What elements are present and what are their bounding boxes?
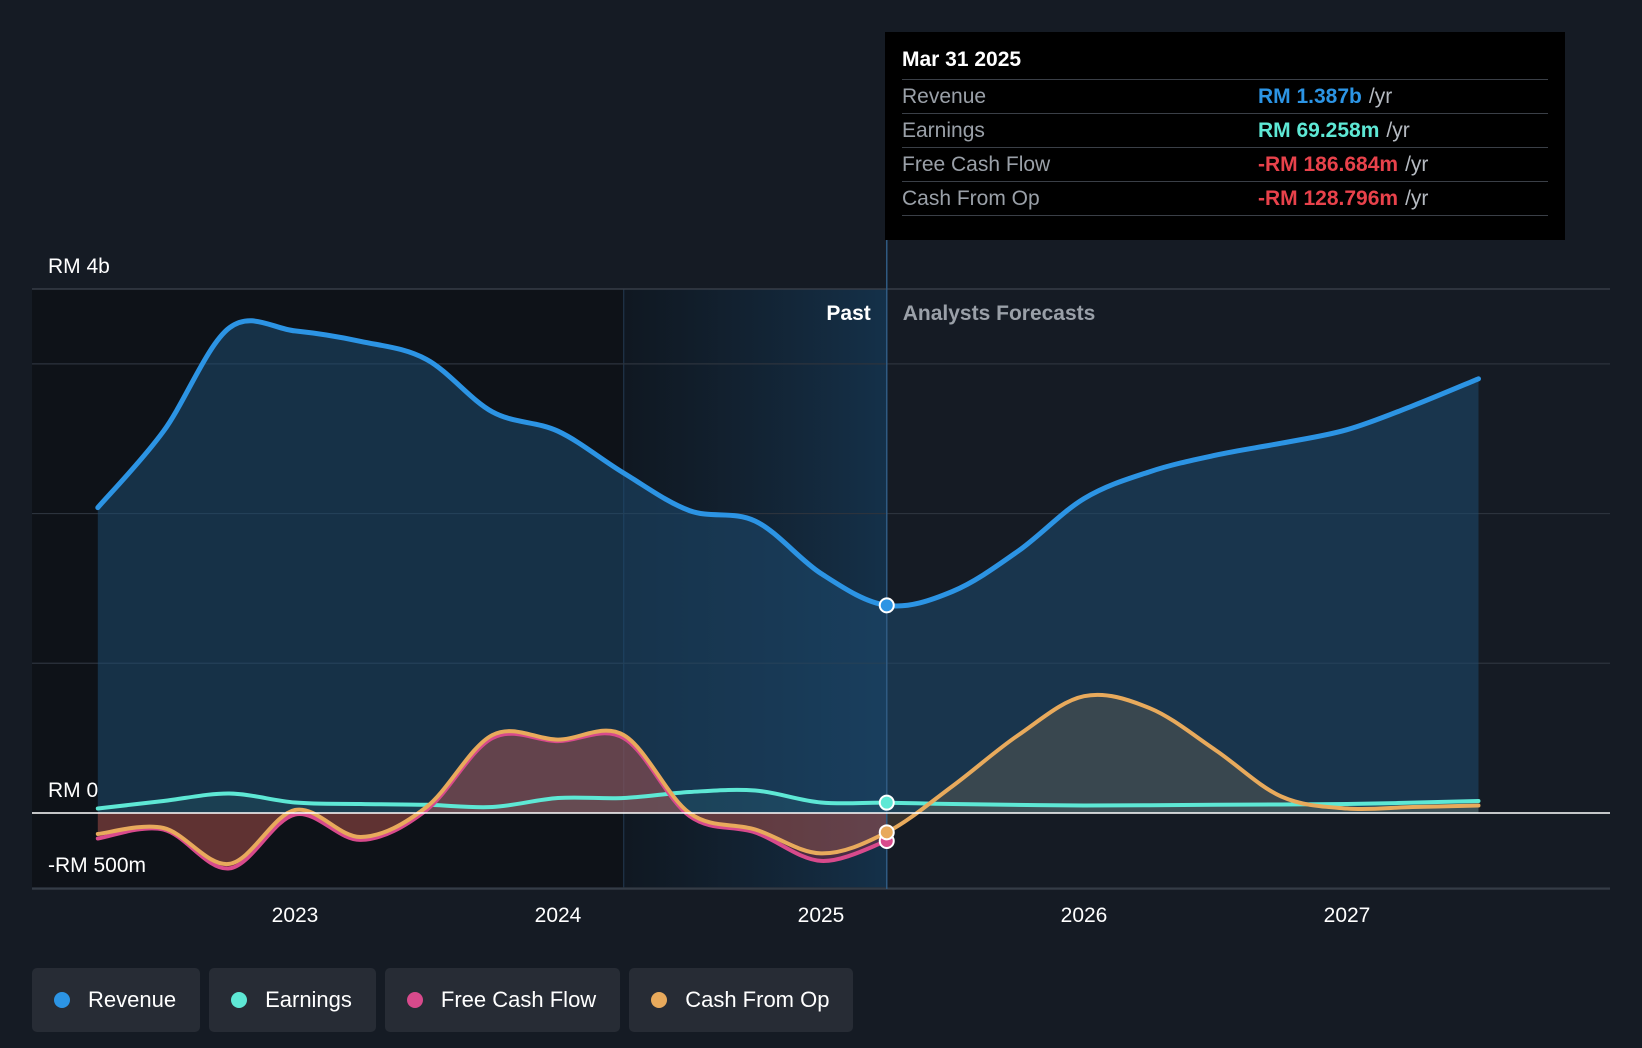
x-tick-label: 2027 xyxy=(1324,904,1371,927)
tooltip-row-earnings: Earnings RM 69.258m /yr xyxy=(902,113,1548,147)
tooltip-unit: /yr xyxy=(1386,119,1410,142)
legend-label: Cash From Op xyxy=(685,987,830,1012)
revenue-marker xyxy=(878,597,895,614)
legend-item-cash-from-op[interactable]: Cash From Op xyxy=(629,968,854,1032)
legend-dot-icon xyxy=(231,992,248,1008)
cash-from-op-line xyxy=(95,692,1481,866)
legend: Revenue Earnings Free Cash Flow Cash Fro… xyxy=(32,968,854,1032)
legend-label: Revenue xyxy=(88,987,177,1012)
tooltip-unit: /yr xyxy=(1405,153,1429,176)
tooltip: Mar 31 2025 Revenue RM 1.387b /yr Earnin… xyxy=(885,32,1565,240)
free-cash-flow-line xyxy=(95,731,889,871)
tooltip-date: Mar 31 2025 xyxy=(902,48,1022,71)
revenue-line xyxy=(95,318,1481,609)
x-tick-label: 2023 xyxy=(272,904,319,927)
free-cash-flow-area xyxy=(97,733,887,869)
tooltip-value: -RM 128.796m xyxy=(1258,187,1399,210)
y-axis-label: -RM 500m xyxy=(48,854,146,877)
tooltip-unit: /yr xyxy=(1368,85,1393,108)
tooltip-value: -RM 186.684m xyxy=(1258,153,1399,176)
chart: RM 4b RM 0 -RM 500m 2023 2024 2025 2026 2027 Pas… xyxy=(32,240,1610,927)
legend-dot-icon xyxy=(406,992,423,1008)
legend-label: Free Cash Flow xyxy=(440,987,597,1012)
earnings-line xyxy=(95,787,1481,811)
x-tick-label: 2025 xyxy=(798,904,845,927)
tooltip-row-revenue: Revenue RM 1.387b /yr xyxy=(902,79,1548,113)
x-tick-label: 2024 xyxy=(535,904,582,927)
earnings-marker xyxy=(878,794,895,811)
cash-from-op-marker xyxy=(878,824,895,841)
tooltip-value: RM 69.258m xyxy=(1258,119,1380,142)
tooltip-label: Free Cash Flow xyxy=(902,153,1051,176)
tooltip-label: Cash From Op xyxy=(902,187,1040,210)
x-tick-label: 2026 xyxy=(1061,904,1108,927)
tooltip-label: Revenue xyxy=(902,85,987,108)
legend-item-earnings[interactable]: Earnings xyxy=(209,968,376,1032)
legend-item-free-cash-flow[interactable]: Free Cash Flow xyxy=(384,968,621,1032)
cash-from-op-area xyxy=(97,694,1479,865)
tooltip-row-free-cash-flow: Free Cash Flow -RM 186.684m /yr xyxy=(902,147,1548,181)
revenue-area xyxy=(97,320,1479,813)
y-axis-label: RM 4b xyxy=(48,255,110,278)
tooltip-value: RM 1.387b xyxy=(1258,85,1362,108)
legend-dot-icon xyxy=(54,992,70,1008)
tooltip-row-cash-from-op: Cash From Op -RM 128.796m /yr xyxy=(902,181,1548,216)
legend-item-revenue[interactable]: Revenue xyxy=(32,968,201,1032)
legend-dot-icon xyxy=(651,992,668,1008)
legend-label: Earnings xyxy=(265,987,352,1012)
tooltip-label: Earnings xyxy=(902,119,985,142)
past-label: Past xyxy=(826,302,870,325)
forecast-label: Analysts Forecasts xyxy=(903,302,1096,325)
tooltip-unit: /yr xyxy=(1405,187,1429,210)
y-axis-label: RM 0 xyxy=(48,779,98,802)
